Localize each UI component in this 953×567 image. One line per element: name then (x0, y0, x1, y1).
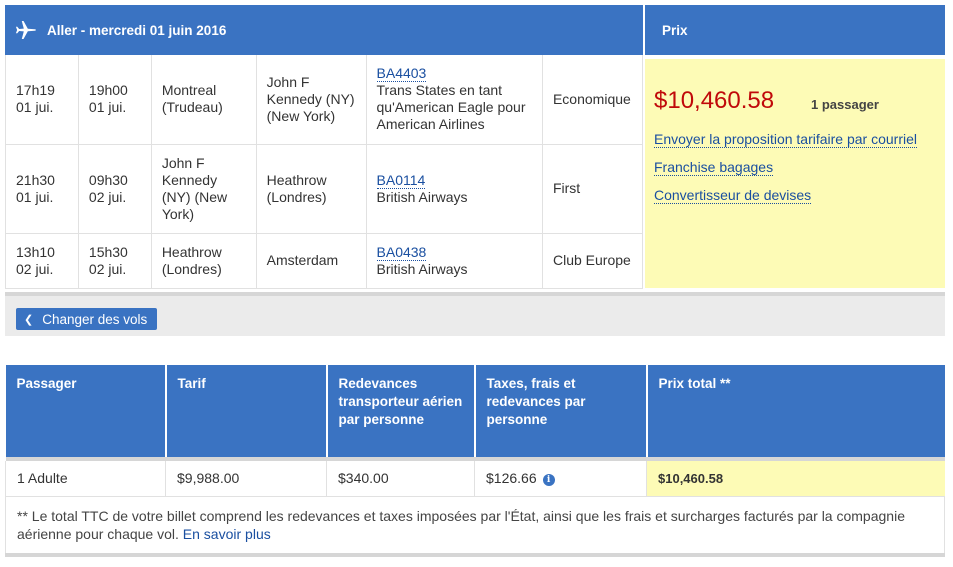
flight-number-link[interactable]: BA4403 (376, 65, 427, 83)
fare-bottom-bar (5, 552, 945, 557)
depart-cell: 17h19 01 jui. (5, 55, 79, 145)
flight-segments-table: 17h19 01 jui. 19h00 01 jui. Montreal (Tr… (5, 55, 644, 289)
arrive-time: 19h00 (88, 82, 128, 99)
price-summary: $10,460.58 1 passager Envoyer la proposi… (645, 59, 945, 288)
flight-number-link[interactable]: BA0114 (376, 171, 426, 189)
origin: Heathrow (Londres) (151, 233, 257, 289)
fare-breakdown-panel: Passager Tarif Redevances transporteur a… (5, 365, 945, 561)
col-fare: Tarif (165, 365, 328, 457)
info-icon[interactable]: i (542, 474, 555, 487)
carrier: British Airways (376, 260, 468, 277)
flight-info: BA4403 Trans States en tant qu'American … (366, 55, 543, 145)
depart-cell: 21h30 01 jui. (5, 144, 79, 234)
depart-cell: 13h10 02 jui. (5, 233, 79, 289)
flight-header-title: Aller - mercredi 01 juin 2016 (47, 22, 227, 38)
arrive-date: 01 jui. (88, 99, 127, 116)
flight-panel: Aller - mercredi 01 juin 2016 Prix 17h19… (5, 5, 945, 336)
email-quote-link[interactable]: Envoyer la proposition tarifaire par cou… (654, 131, 918, 148)
learn-more-link[interactable]: En savoir plus (182, 525, 271, 542)
destination: John F Kennedy (NY) (New York) (256, 55, 367, 145)
price-header: Prix (645, 5, 945, 55)
chevron-left-icon: ❮ (24, 313, 34, 326)
taxes-amount: $126.66 (486, 470, 537, 487)
cabin: Economique (542, 55, 644, 145)
footnote: ** Le total TTC de votre billet comprend… (5, 496, 945, 553)
airplane-icon (15, 21, 37, 39)
carrier: Trans States en tant qu'American Eagle p… (376, 82, 526, 133)
col-taxes: Taxes, frais et redevances par personne (474, 365, 648, 457)
arrive-date: 02 jui. (88, 260, 127, 277)
origin: John F Kennedy (NY) (New York) (151, 144, 257, 234)
flight-info: BA0438 British Airways (366, 233, 543, 289)
depart-date: 01 jui. (16, 99, 54, 116)
arrive-cell: 15h30 02 jui. (78, 233, 152, 289)
currency-converter-link[interactable]: Convertisseur de devises (654, 187, 812, 204)
segment-row: 21h30 01 jui. 09h30 02 jui. John F Kenne… (5, 144, 644, 234)
total-price: $10,460.58 (654, 87, 775, 114)
passenger-count: 1 passager (811, 97, 879, 112)
arrive-time: 09h30 (88, 171, 128, 188)
total-amount: $10,460.58 (646, 461, 945, 497)
destination: Amsterdam (256, 233, 367, 289)
depart-time: 17h19 (16, 82, 55, 99)
cabin: First (542, 144, 644, 234)
fare-amount: $9,988.00 (165, 461, 327, 497)
change-flights-label: Changer des vols (42, 311, 148, 327)
flight-info: BA0114 British Airways (366, 144, 543, 234)
carrier: British Airways (376, 188, 468, 205)
flight-header: Aller - mercredi 01 juin 2016 (5, 5, 643, 55)
origin: Montreal (Trudeau) (151, 55, 257, 145)
depart-time: 13h10 (16, 243, 55, 260)
depart-time: 21h30 (16, 171, 55, 188)
col-passenger: Passager (5, 365, 167, 457)
taxes-cell: $126.66 i (474, 461, 647, 497)
arrive-cell: 19h00 01 jui. (78, 55, 152, 145)
fare-row: 1 Adulte $9,988.00 $340.00 $126.66 i $10,… (5, 461, 945, 497)
arrive-cell: 09h30 02 jui. (78, 144, 152, 234)
header-separator (5, 457, 945, 461)
segment-row: 13h10 02 jui. 15h30 02 jui. Heathrow (Lo… (5, 233, 644, 289)
cabin: Club Europe (542, 233, 644, 289)
fare-breakdown-table: Passager Tarif Redevances transporteur a… (5, 365, 945, 497)
destination: Heathrow (Londres) (256, 144, 367, 234)
fare-header-row: Passager Tarif Redevances transporteur a… (5, 365, 945, 457)
arrive-time: 15h30 (88, 243, 128, 260)
footnote-text: ** Le total TTC de votre billet comprend… (17, 507, 905, 542)
change-flights-button[interactable]: ❮ Changer des vols (16, 308, 158, 330)
baggage-allowance-link[interactable]: Franchise bagages (654, 159, 774, 176)
segment-row: 17h19 01 jui. 19h00 01 jui. Montreal (Tr… (5, 55, 644, 145)
carrier-charges-amount: $340.00 (326, 461, 475, 497)
depart-date: 01 jui. (16, 188, 54, 205)
arrive-date: 02 jui. (88, 188, 127, 205)
col-total: Prix total ** (646, 365, 945, 457)
flight-number-link[interactable]: BA0438 (376, 243, 427, 261)
depart-date: 02 jui. (16, 260, 54, 277)
change-flights-bar: ❮ Changer des vols (5, 292, 945, 336)
col-carrier-charges: Redevances transporteur aérien par perso… (326, 365, 476, 457)
passenger-type: 1 Adulte (5, 461, 166, 497)
